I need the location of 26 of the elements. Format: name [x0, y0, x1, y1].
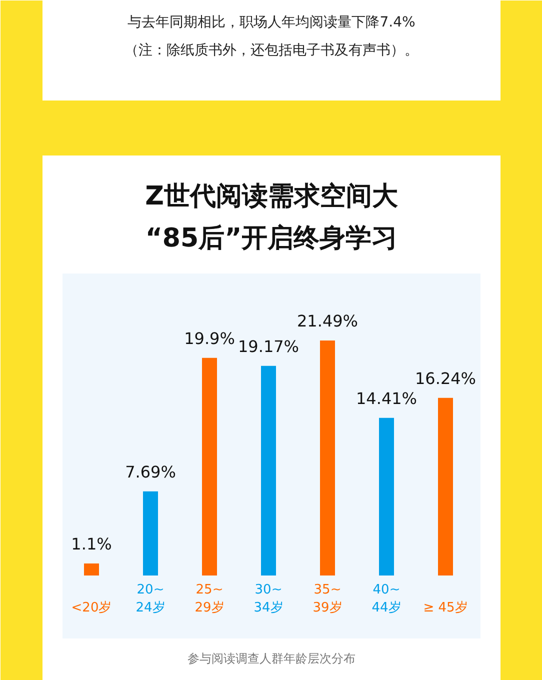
data-label: 1.1%: [71, 534, 112, 554]
bar: [379, 418, 394, 576]
data-label: 7.69%: [125, 462, 176, 482]
data-label: 19.17%: [238, 336, 300, 356]
data-label: 19.9%: [184, 328, 235, 348]
x-tick-label: 35~ 39岁: [312, 582, 342, 616]
data-label: 14.41%: [356, 388, 418, 408]
x-tick-label: 40~ 44岁: [372, 582, 402, 616]
x-tick-label: <20岁: [71, 600, 112, 616]
data-label: 16.24%: [414, 368, 476, 388]
x-tick-label: ≥ 45岁: [423, 600, 468, 616]
bar: [202, 358, 217, 576]
x-tick-label: 30~ 34岁: [254, 582, 284, 616]
bar: [84, 563, 99, 576]
chart-title: Z世代阅读需求空间大: [145, 182, 399, 212]
x-tick-label: 25~ 29岁: [194, 582, 224, 616]
text: （注：除纸质书外，还包括电子书及有声书）。: [124, 42, 418, 58]
bar: [320, 340, 335, 576]
x-tick-label: 20~ 24岁: [136, 582, 166, 616]
bar: [143, 491, 158, 576]
chart-subtitle: “85后”开启终身学习: [145, 224, 398, 254]
data-label: 21.49%: [296, 312, 358, 330]
text: 参与阅读调查人群年龄层次分布: [188, 652, 356, 666]
bar: [438, 398, 453, 576]
bar: [261, 366, 276, 576]
text: 与去年同期相比，职场人年均阅读量下降7.4%: [128, 14, 416, 30]
